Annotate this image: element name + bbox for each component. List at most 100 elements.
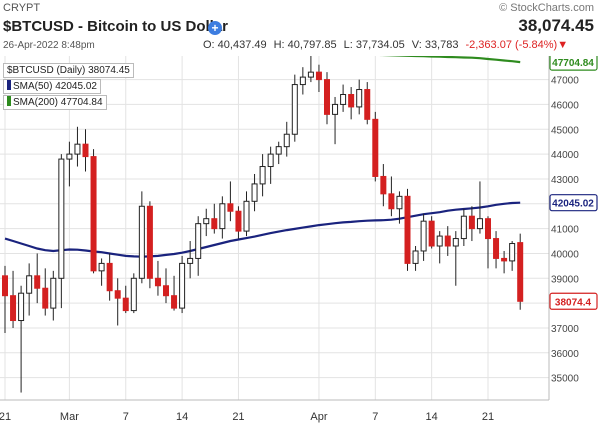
candle-down: [122, 297, 129, 312]
candle-up: [332, 103, 339, 115]
candle-down: [372, 118, 379, 177]
candle-down: [388, 193, 395, 210]
y-tick-label: 39000: [551, 274, 579, 285]
legend-sma200-text: SMA(200) 47704.84: [13, 97, 103, 108]
category-label: CRYPT: [3, 2, 41, 14]
candle-down: [380, 175, 387, 195]
candle-up: [412, 250, 419, 264]
add-plus-icon[interactable]: +: [208, 21, 222, 35]
candle-up: [420, 220, 427, 252]
price-label-text: 42045.02: [552, 199, 594, 210]
candle-down: [106, 262, 113, 292]
sma200-swatch: [7, 96, 11, 106]
candle-up: [259, 166, 266, 185]
candle-up: [26, 275, 33, 294]
x-tick-label: 21: [482, 411, 494, 423]
candle-up: [476, 218, 483, 230]
low-value: L: 37,734.05: [343, 39, 405, 51]
legend-sma200: SMA(200) 47704.84: [3, 95, 107, 110]
x-axis: 21 Mar 7 14 21 Apr 7 14 21: [0, 411, 494, 423]
candle-up: [396, 195, 403, 210]
y-tick-label: 37000: [551, 324, 579, 335]
candle-down: [348, 93, 355, 108]
candle-up: [436, 235, 443, 247]
y-tick-label: 47000: [551, 76, 579, 87]
candle-down: [171, 295, 178, 309]
candle-down: [364, 89, 371, 120]
x-tick-label: 21: [0, 411, 11, 423]
candle-down: [2, 275, 8, 297]
high-value: H: 40,797.85: [273, 39, 337, 51]
candle-down: [428, 220, 435, 247]
candle-up: [130, 277, 137, 312]
candle-down: [90, 156, 97, 272]
candle-down: [235, 210, 242, 232]
candle-down: [10, 295, 17, 322]
candle-up: [460, 215, 467, 240]
plot-background: [0, 56, 549, 427]
candle-up: [50, 277, 57, 309]
candle-up: [74, 143, 81, 155]
y-axis: 3500036000370003800039000400004100042000…: [551, 76, 579, 385]
x-tick-label: 7: [372, 411, 378, 423]
x-tick-label: Apr: [310, 411, 327, 423]
candle-up: [98, 262, 105, 272]
candle-up: [58, 158, 65, 279]
brand-watermark: © StockCharts.com: [499, 2, 594, 14]
candle-down: [485, 218, 491, 240]
x-tick-label: 21: [232, 411, 244, 423]
candle-up: [299, 76, 306, 86]
candle-down: [34, 275, 41, 289]
candle-down: [493, 238, 500, 259]
candle-down: [42, 287, 49, 309]
candle-up: [275, 146, 282, 155]
y-tick-label: 45000: [551, 125, 579, 136]
candle-up: [187, 257, 194, 264]
candle-down: [315, 71, 322, 81]
candle-up: [203, 218, 210, 225]
candle-up: [195, 223, 202, 259]
x-tick-label: 7: [123, 411, 129, 423]
candle-up: [243, 200, 250, 232]
candle-down: [468, 215, 475, 230]
price-label-text: 38074.4: [555, 297, 592, 308]
candle-down: [82, 143, 89, 158]
change-value: -2,363.07 (-5.84%): [465, 39, 558, 51]
y-tick-label: 35000: [551, 374, 579, 385]
candle-down: [324, 79, 330, 115]
x-tick-label: 14: [426, 411, 438, 423]
price-label-box: [549, 56, 598, 71]
candle-up: [251, 183, 258, 202]
price-label-text: 47704.84: [552, 58, 594, 69]
open-value: O: 40,437.49: [203, 39, 267, 51]
chart-header: CRYPT © StockCharts.com $BTCUSD - Bitcoi…: [0, 0, 598, 56]
candle-up: [267, 153, 274, 168]
legend-symbol: $BTCUSD (Daily) 38074.45: [3, 63, 134, 78]
timestamp: 26-Apr-2022 8:48pm: [3, 40, 95, 51]
candle-down: [517, 242, 524, 302]
candle-down: [444, 235, 451, 247]
price-label-box: [549, 292, 598, 310]
candle-up: [307, 71, 314, 78]
legend-symbol-text: $BTCUSD (Daily) 38074.45: [7, 65, 130, 76]
sma200-layer: [379, 56, 521, 64]
candle-down: [114, 290, 121, 299]
candle-up: [18, 292, 25, 322]
candle-up: [219, 203, 226, 230]
y-tick-label: 40000: [551, 249, 579, 260]
price-label-box: [549, 194, 598, 212]
y-tick-label: 46000: [551, 100, 579, 111]
last-price: 38,074.45: [518, 16, 594, 35]
candle-up: [340, 93, 347, 105]
candle-down: [154, 277, 161, 287]
y-tick-label: 44000: [551, 150, 579, 161]
candlestick-chart: 3500036000370003800039000400004100042000…: [0, 56, 598, 427]
candle-down: [404, 195, 411, 264]
candle-up: [283, 133, 290, 148]
down-arrow-icon: ▼: [557, 39, 569, 51]
candle-down: [211, 218, 218, 230]
legend-sma50-text: SMA(50) 42045.02: [13, 81, 97, 92]
volume-value: V: 33,783: [411, 39, 459, 51]
y-tick-label: 41000: [551, 225, 579, 236]
chart-title: $BTCUSD - Bitcoin to US Dollar: [3, 18, 229, 35]
